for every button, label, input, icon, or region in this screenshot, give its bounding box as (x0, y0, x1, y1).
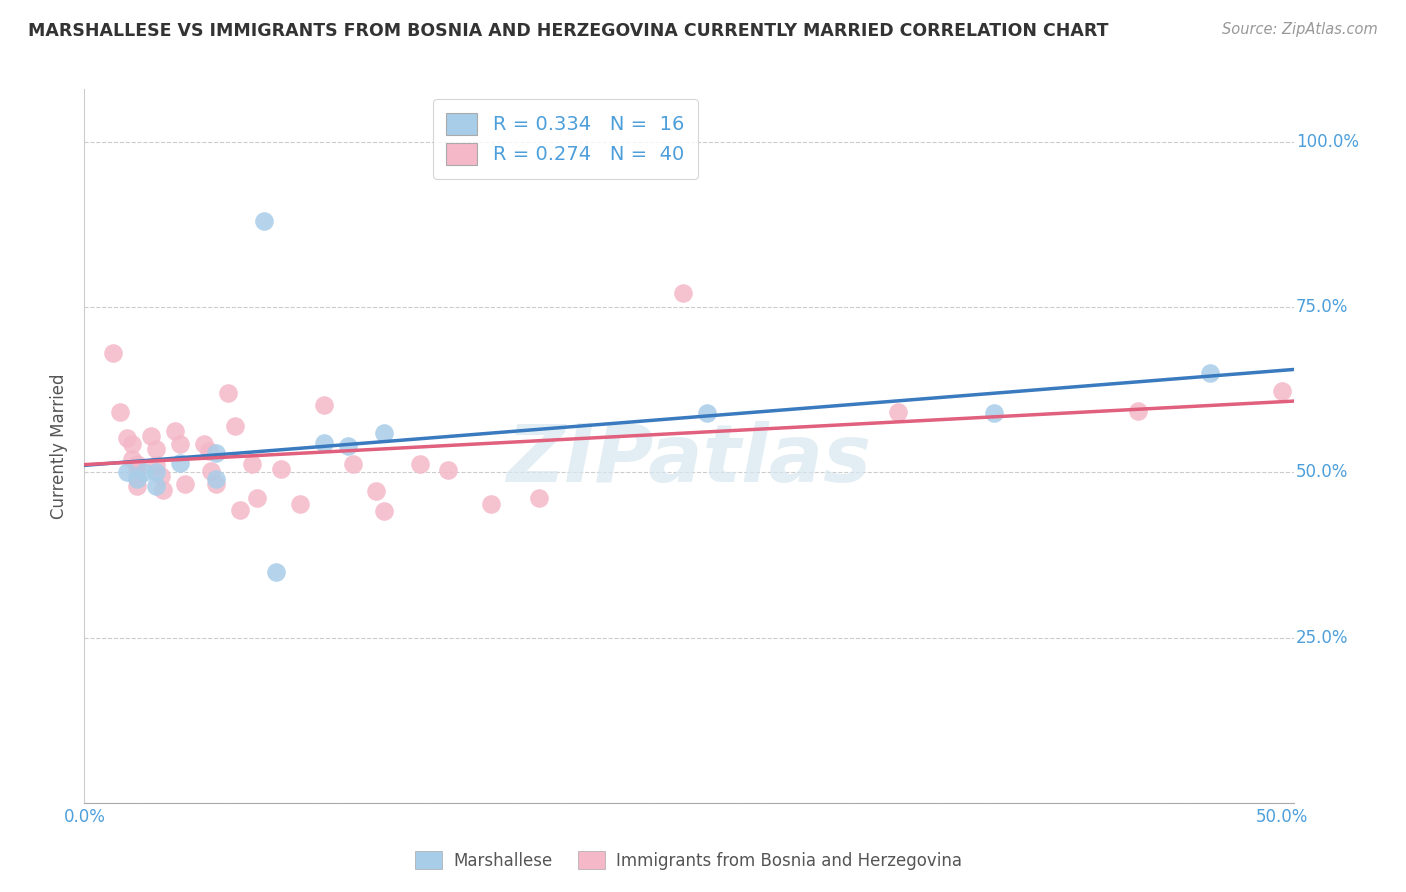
Point (240, 457, 263, 471)
Point (125, 478, 148, 492)
Point (408, 457, 430, 471)
Point (336, 439, 359, 453)
Point (887, 404, 910, 418)
Point (205, 445, 228, 459)
Text: 100.0%: 100.0% (1296, 133, 1360, 151)
Point (288, 497, 311, 511)
Point (149, 468, 172, 483)
Text: Source: ZipAtlas.com: Source: ZipAtlas.com (1222, 22, 1378, 37)
Point (270, 462, 292, 476)
Point (366, 483, 388, 498)
Point (205, 472, 228, 486)
Point (1126, 404, 1149, 418)
Point (246, 491, 269, 505)
Point (983, 406, 1005, 420)
Point (1270, 384, 1292, 399)
Point (373, 425, 395, 440)
Point (198, 443, 221, 458)
Point (117, 431, 139, 445)
Point (145, 478, 167, 492)
Point (125, 463, 148, 477)
Text: MARSHALLESE VS IMMIGRANTS FROM BOSNIA AND HERZEGOVINA CURRENTLY MARRIED CORRELAT: MARSHALLESE VS IMMIGRANTS FROM BOSNIA AN… (28, 22, 1108, 40)
Point (121, 437, 143, 451)
Point (125, 472, 148, 486)
Text: 75.0%: 75.0% (1296, 298, 1348, 317)
Y-axis label: Currently Married: Currently Married (51, 373, 69, 519)
Point (1198, 367, 1220, 381)
Point (169, 437, 191, 451)
Point (134, 466, 156, 480)
Text: 50.0%: 50.0% (1296, 464, 1348, 482)
Point (110, 404, 132, 418)
Point (481, 497, 503, 511)
Point (253, 214, 276, 228)
Point (437, 463, 460, 477)
Point (145, 458, 167, 472)
Point (224, 419, 246, 434)
Point (125, 471, 148, 485)
Point (145, 466, 167, 480)
Point (200, 464, 222, 478)
Point (125, 457, 148, 471)
Point (529, 491, 551, 505)
Point (141, 429, 163, 443)
Point (312, 398, 335, 412)
Point (117, 466, 139, 480)
Point (193, 437, 215, 451)
Point (145, 442, 167, 457)
Point (672, 285, 695, 300)
Point (312, 435, 335, 450)
Point (121, 452, 143, 467)
Text: ZIPatlas: ZIPatlas (506, 421, 872, 500)
Point (174, 477, 197, 491)
Point (152, 483, 174, 498)
Point (373, 504, 395, 518)
Point (217, 386, 239, 401)
Point (165, 425, 187, 439)
Point (205, 476, 228, 491)
Point (169, 456, 191, 470)
Point (264, 565, 287, 579)
Point (342, 457, 364, 471)
Legend: Marshallese, Immigrants from Bosnia and Herzegovina: Marshallese, Immigrants from Bosnia and … (409, 845, 969, 877)
Point (229, 503, 252, 517)
Text: 25.0%: 25.0% (1296, 629, 1348, 647)
Point (101, 346, 124, 360)
Point (696, 406, 718, 420)
